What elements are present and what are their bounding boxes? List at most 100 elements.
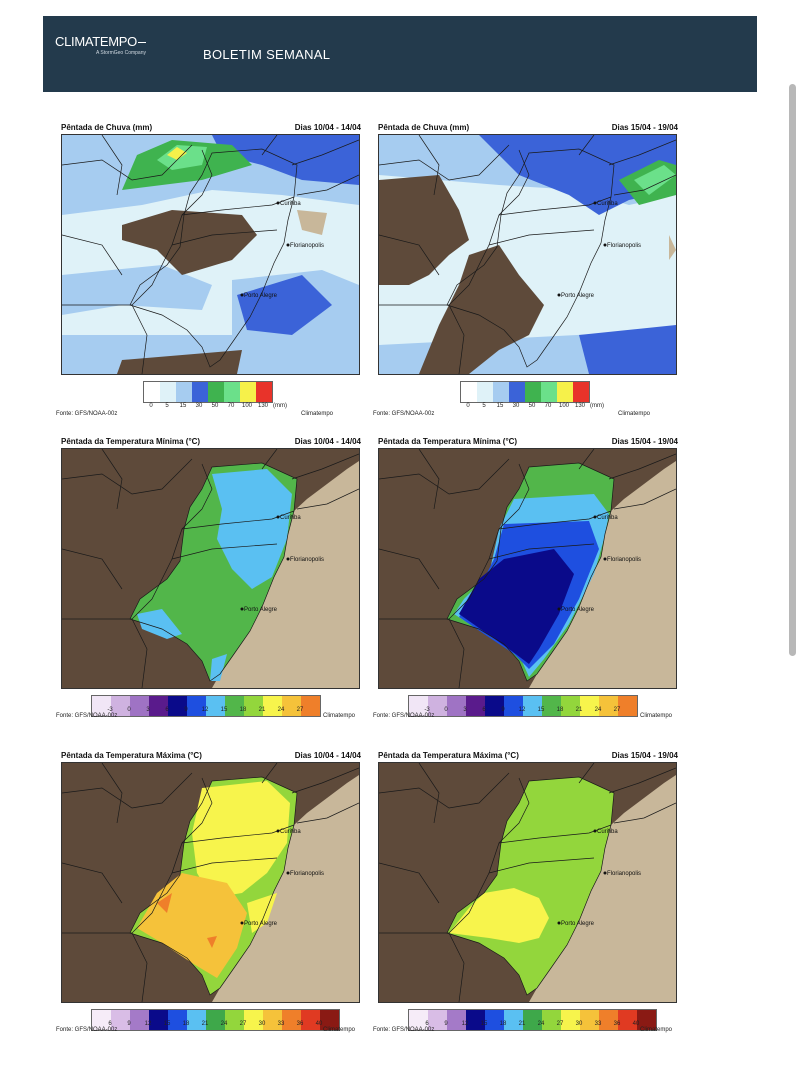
color-swatch [240, 382, 256, 402]
city-marker: Porto Alegre [240, 921, 278, 927]
scrollbar[interactable] [789, 84, 796, 656]
scale-tick-label: 18 [556, 707, 564, 713]
panel-dates: Dias 15/04 - 19/04 [611, 123, 678, 132]
color-swatch [542, 696, 561, 716]
source-note: Fonte: GFS/NOAA-00z [56, 713, 118, 719]
scale-tick-label: 50 [211, 403, 219, 409]
credit-note: Climatempo [639, 1027, 672, 1033]
color-scale [91, 1009, 340, 1031]
temperature-zone [207, 936, 217, 948]
color-swatch [504, 1010, 523, 1030]
scale-tick-label: 24 [277, 707, 285, 713]
rain-band [297, 210, 327, 235]
scale-tick-label: 21 [518, 1021, 526, 1027]
color-swatch [301, 696, 320, 716]
scale-tick-label: 50 [528, 403, 536, 409]
city-label: Curitiba [280, 201, 301, 207]
source-note: Fonte: GFS/NOAA-00z [373, 713, 435, 719]
color-swatch [477, 382, 493, 402]
scale-tick-label: 15 [220, 707, 228, 713]
source-note: Fonte: GFS/NOAA-00z [373, 411, 435, 417]
color-swatch [466, 1010, 485, 1030]
color-swatch [187, 696, 206, 716]
color-scale [460, 381, 590, 403]
scale-tick-label: 27 [239, 1021, 247, 1027]
color-swatch [168, 696, 187, 716]
credit-note: Climatempo [322, 1027, 355, 1033]
color-scale [408, 695, 638, 717]
color-swatch [618, 696, 637, 716]
scale-tick-label: 40 [632, 1021, 640, 1027]
city-label: Florianopolis [290, 243, 324, 249]
color-swatch [187, 1010, 206, 1030]
scale-tick-label: 12 [461, 1021, 469, 1027]
color-scale [408, 1009, 657, 1031]
color-swatch [523, 1010, 542, 1030]
scale-tick-label: 36 [296, 1021, 304, 1027]
color-swatch [282, 1010, 301, 1030]
scale-tick-label: 0 [127, 707, 131, 713]
city-marker: Curitiba [593, 201, 618, 207]
city-marker: Curitiba [276, 201, 301, 207]
color-swatch [149, 1010, 168, 1030]
scale-tick-label: 18 [239, 707, 247, 713]
color-swatch [493, 382, 509, 402]
city-label: Porto Alegre [244, 921, 278, 927]
scale-tick-label: -3 [424, 707, 430, 713]
rain-band [167, 147, 187, 160]
color-swatch [447, 1010, 466, 1030]
scale-tick-label: 70 [227, 403, 235, 409]
scale-tick-label: 130 [257, 403, 269, 409]
panel-dates: Dias 10/04 - 14/04 [294, 751, 361, 760]
scale-tick-label: 5 [165, 403, 169, 409]
color-swatch [580, 1010, 599, 1030]
color-swatch [461, 382, 477, 402]
rain-band [122, 210, 257, 275]
color-swatch [224, 382, 240, 402]
color-swatch [282, 696, 301, 716]
city-label: Porto Alegre [244, 607, 278, 613]
scale-tick-label: 6 [165, 707, 169, 713]
scale-unit: (mm) [590, 403, 604, 409]
color-swatch [206, 1010, 225, 1030]
city-marker: Curitiba [593, 829, 618, 835]
scale-tick-label: 5 [482, 403, 486, 409]
color-swatch [225, 696, 244, 716]
color-swatch [525, 382, 541, 402]
rain-band [237, 275, 332, 335]
scale-tick-label: 0 [149, 403, 153, 409]
rain-band [419, 245, 544, 374]
color-swatch [263, 696, 282, 716]
color-swatch [111, 696, 130, 716]
color-swatch [447, 696, 466, 716]
color-swatch [92, 1010, 111, 1030]
city-marker: Porto Alegre [240, 293, 278, 299]
scale-tick-label: 130 [574, 403, 586, 409]
forecast-map: Curitiba Florianopolis Porto Alegre [61, 762, 360, 1003]
scale-tick-label: 100 [241, 403, 253, 409]
scale-tick-label: 12 [144, 1021, 152, 1027]
scale-tick-label: 27 [613, 707, 621, 713]
panel-title: Pêntada da Temperatura Máxima (°C) [378, 751, 519, 760]
panel-dates: Dias 10/04 - 14/04 [294, 123, 361, 132]
color-swatch [320, 1010, 339, 1030]
color-swatch [111, 1010, 130, 1030]
scale-tick-label: 36 [613, 1021, 621, 1027]
color-swatch [244, 696, 263, 716]
temperature-zone [447, 777, 614, 995]
scale-tick-label: 15 [163, 1021, 171, 1027]
scale-tick-label: 3 [146, 707, 150, 713]
rain-band [669, 235, 676, 260]
color-swatch [618, 1010, 637, 1030]
city-label: Florianopolis [607, 243, 641, 249]
color-swatch [301, 1010, 320, 1030]
color-swatch [573, 382, 589, 402]
city-label: Florianopolis [607, 557, 641, 563]
page-header: CLIMATEMPO A StormGeo Company BOLETIM SE… [43, 16, 757, 92]
page-title: BOLETIM SEMANAL [203, 47, 331, 62]
scale-tick-label: 15 [480, 1021, 488, 1027]
city-marker: Florianopolis [286, 871, 324, 877]
color-scale [143, 381, 273, 403]
forecast-map: Curitiba Florianopolis Porto Alegre [378, 448, 677, 689]
scale-tick-label: 30 [512, 403, 520, 409]
